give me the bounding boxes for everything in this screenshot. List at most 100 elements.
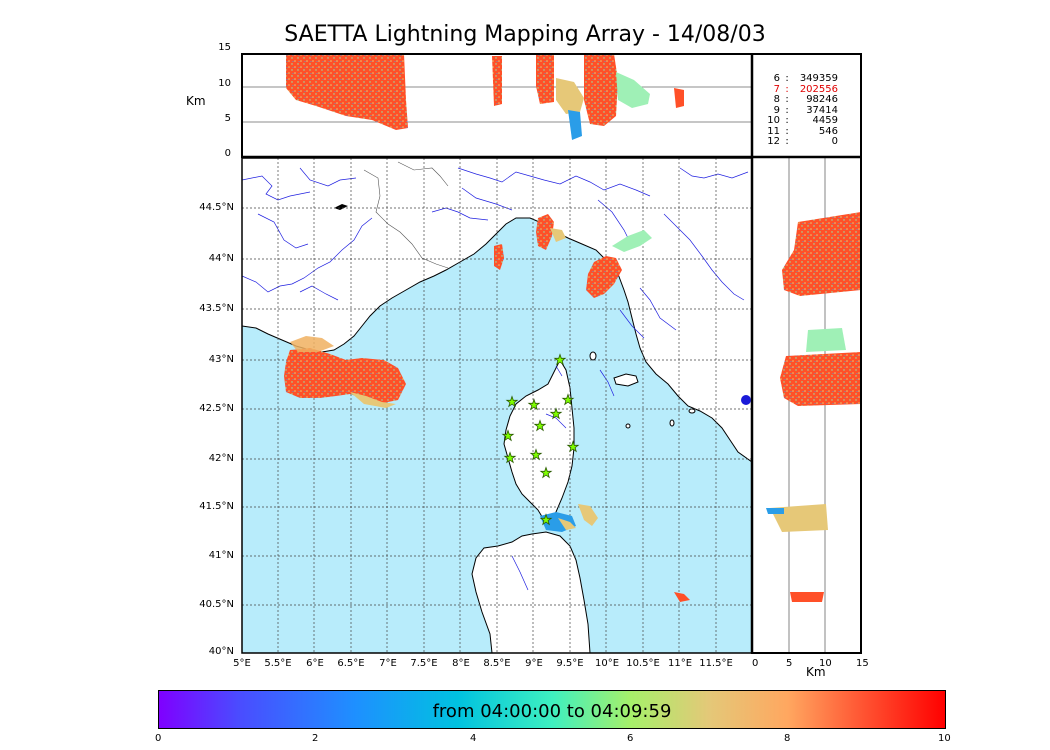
altitude-longitude-panel [242,54,752,156]
legend-row: 7 : 202556 [760,83,860,96]
side-x-tick: 5 [786,658,793,669]
lon-tick: 11°E [667,658,693,669]
lon-tick: 5.5°E [264,658,292,669]
legend-row: 12 : 0 [760,136,860,148]
station-star-icon [501,429,515,442]
lon-tick: 8.5°E [483,658,511,669]
colorbar-caption: from 04:00:00 to 04:09:59 [432,701,672,722]
lma-stations [501,353,580,526]
altitude-cluster [556,78,584,114]
island [669,419,675,427]
island [688,408,696,414]
legend-sep: : [785,104,789,116]
legend-value: 37414 [806,104,838,116]
lightning-sources [284,214,751,602]
altitude-cluster [286,54,408,130]
altitude-cluster [766,508,784,514]
lat-tick: 44°N [208,253,234,264]
lon-tick: 7.5°E [410,658,438,669]
station-star-icon [553,353,567,366]
lat-tick: 41°N [208,550,234,561]
colorbar-tick: 2 [312,733,319,744]
legend-value: 202556 [799,83,838,95]
colorbar-tick: 4 [470,733,477,744]
station-star-icon [505,395,519,408]
altitude-latitude-panel [753,158,861,653]
lat-tick: 44.5°N [199,202,234,213]
station-star-icon [561,393,575,406]
top-axis-label: Km [186,94,206,108]
time-colorbar: from 04:00:00 to 04:09:59 [158,690,946,729]
station-star-icon [503,451,517,464]
station-star-icon [533,419,547,432]
altitude-cluster [568,110,582,140]
legend-sep: : [785,83,789,95]
lat-tick: 40.5°N [199,599,234,610]
legend-row: 11 : 546 [760,125,860,138]
lightning-cluster [586,256,622,298]
borders [363,161,449,269]
altitude-cluster [782,212,861,296]
altitude-cluster [492,56,502,106]
legend-value: 98246 [806,94,838,105]
legend-sep: : [785,73,789,84]
colorbar-tick: 10 [938,733,951,744]
legend-sep: : [785,136,789,147]
legend-value: 349359 [799,73,838,84]
lat-tick: 43.5°N [199,303,234,314]
legend-key: 9 [773,104,780,116]
top-y-tick: 15 [218,42,231,53]
colorbar-tick: 8 [784,733,791,744]
colorbar-tick: 0 [155,733,162,744]
legend-sep: : [785,115,789,126]
rivers [242,167,749,591]
station-star-icon [527,398,541,411]
legend-row: 9 : 37414 [760,104,860,117]
top-y-tick: 10 [218,78,231,89]
lon-tick: 8°E [452,658,470,669]
island [613,373,639,387]
station-star-icon [549,407,563,420]
top-y-tick: 5 [224,113,231,124]
legend-sep: : [785,94,789,105]
legend-key: 7 [773,83,780,95]
station-star-icon [529,448,543,461]
legend-value: 4459 [812,115,838,126]
lightning-cluster [741,395,751,405]
legend-key: 11 [767,125,780,137]
legend-key: 12 [767,136,780,147]
lon-tick: 10.5°E [626,658,660,669]
altitude-cluster [790,592,824,602]
altitude-cluster [806,328,846,352]
lon-tick: 9.5°E [556,658,584,669]
lon-tick: 6.5°E [337,658,365,669]
lightning-cluster [674,592,690,602]
lat-tick: 42.5°N [199,403,234,414]
legend-row: 10 : 4459 [760,115,860,127]
legend-row: 6 : 349359 [760,73,860,85]
altitude-cluster [536,54,554,104]
side-x-tick: 15 [856,658,869,669]
altitude-cluster [770,504,828,532]
lat-tick: 41.5°N [199,501,234,512]
lightning-cluster [290,336,334,352]
lightning-cluster [550,228,566,242]
source-count-legend: 6 : 349359 7 : 202556 8 : 98246 9 : 3741… [760,73,860,148]
altitude-cluster [674,88,684,108]
chart-title: SAETTA Lightning Mapping Array - 14/08/0… [284,22,766,47]
map-panel [242,158,752,653]
legend-value: 546 [818,125,838,137]
station-star-icon [566,440,580,453]
lightning-cluster [494,244,504,270]
lightning-cluster [558,518,576,530]
side-x-tick: 0 [752,658,759,669]
lon-tick: 9°E [525,658,543,669]
lat-tick: 43°N [208,354,234,365]
map-grid [242,158,752,653]
legend-sep: : [785,125,789,137]
colorbar-tick: 6 [627,733,634,744]
side-axis-label: Km [806,665,826,679]
top-y-tick: 0 [224,148,231,159]
legend-row: 8 : 98246 [760,94,860,106]
